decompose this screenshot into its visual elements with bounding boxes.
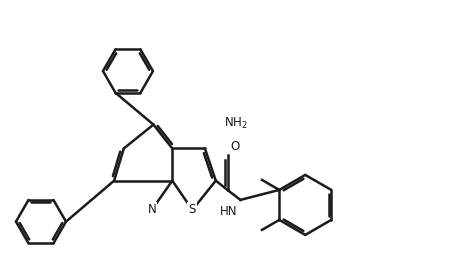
Text: HN: HN	[219, 205, 237, 218]
Text: O: O	[230, 140, 239, 153]
Text: N: N	[147, 203, 156, 217]
Text: NH$_2$: NH$_2$	[223, 116, 247, 131]
Text: S: S	[188, 203, 196, 217]
